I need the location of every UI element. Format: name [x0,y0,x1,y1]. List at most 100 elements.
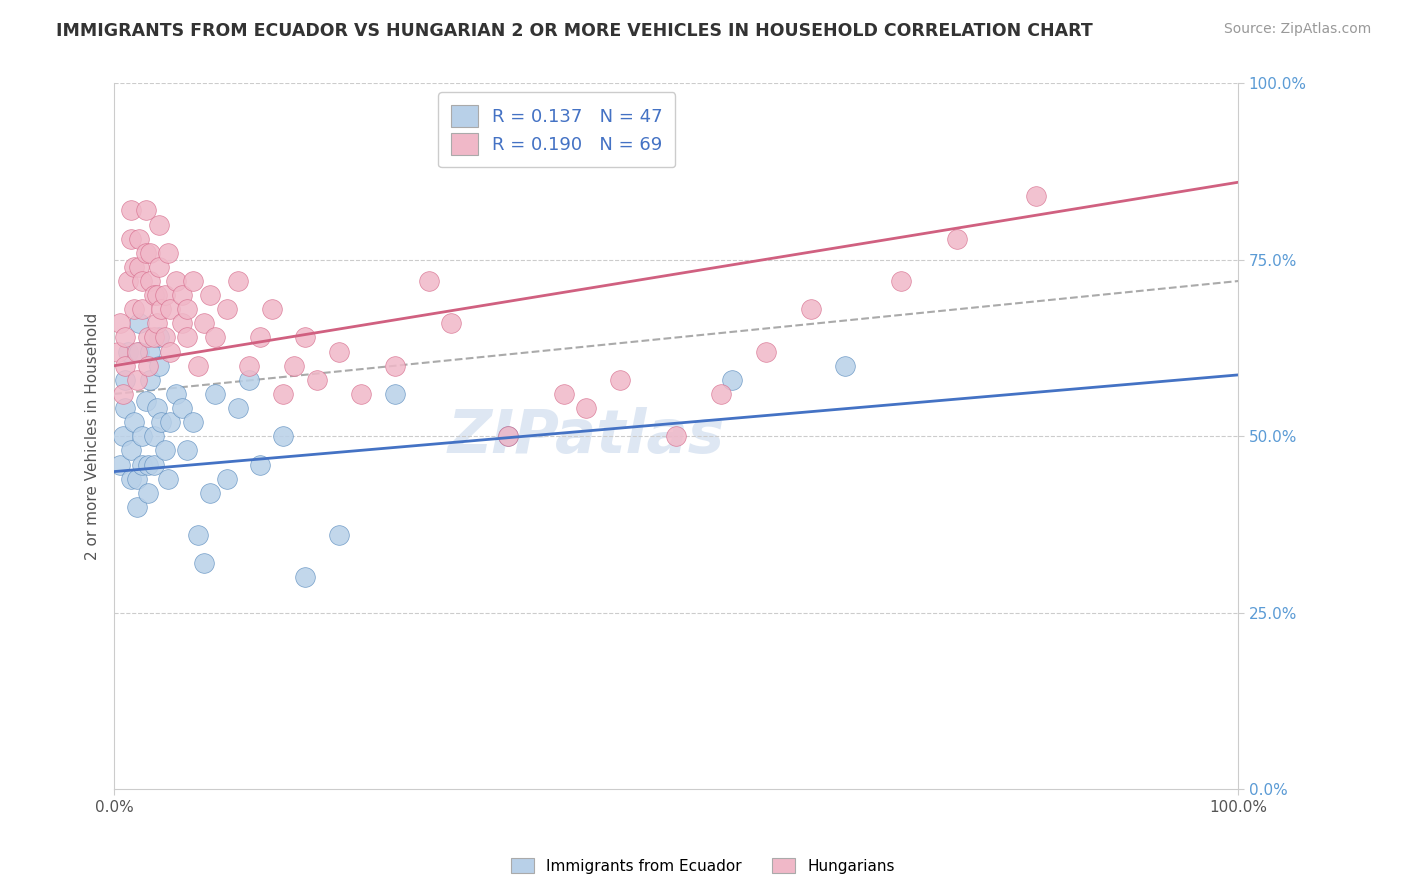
Point [575,401,598,415]
Point [271,387,294,401]
Point [114,330,136,344]
Point [131,458,153,472]
Point [418,274,440,288]
Text: Source: ZipAtlas.com: Source: ZipAtlas.com [1223,22,1371,37]
Point [170,317,193,331]
Point [710,387,733,401]
Text: IMMIGRANTS FROM ECUADOR VS HUNGARIAN 2 OR MORE VEHICLES IN HOUSEHOLD CORRELATION: IMMIGRANTS FROM ECUADOR VS HUNGARIAN 2 O… [56,22,1092,40]
Point [114,401,136,415]
Point [114,373,136,387]
Point [128,232,150,246]
Point [159,344,181,359]
Point [153,330,176,344]
Point [135,394,157,409]
Point [120,472,142,486]
Point [294,330,316,344]
Point [124,302,146,317]
Text: ZIPatlas: ZIPatlas [447,407,725,466]
Point [117,274,139,288]
Point [305,373,328,387]
Point [148,330,170,344]
Point [834,359,856,373]
Point [142,458,165,472]
Point [148,260,170,274]
Point [271,429,294,443]
Point [226,401,249,415]
Point [755,344,778,359]
Point [890,274,912,288]
Point [136,458,159,472]
Point [193,557,215,571]
Point [176,302,198,317]
Point [204,330,226,344]
Point [136,485,159,500]
Point [249,458,271,472]
Point [120,443,142,458]
Point [496,429,519,443]
Point [665,429,688,443]
Point [384,387,406,401]
Point [294,570,316,584]
Point [159,415,181,429]
Point [131,429,153,443]
Point [139,373,162,387]
Point [176,443,198,458]
Point [328,344,350,359]
Point [249,330,271,344]
Point [142,429,165,443]
Legend: R = 0.137   N = 47, R = 0.190   N = 69: R = 0.137 N = 47, R = 0.190 N = 69 [437,93,675,167]
Point [136,359,159,373]
Point [226,274,249,288]
Point [128,260,150,274]
Point [131,274,153,288]
Point [496,429,519,443]
Point [125,344,148,359]
Point [120,203,142,218]
Point [153,443,176,458]
Point [193,317,215,331]
Point [136,330,159,344]
Point [135,245,157,260]
Point [146,288,169,302]
Point [187,528,209,542]
Point [238,359,260,373]
Point [170,288,193,302]
Point [176,330,198,344]
Point [148,218,170,232]
Point [204,387,226,401]
Point [384,359,406,373]
Point [120,232,142,246]
Point [124,260,146,274]
Point [198,288,221,302]
Point [159,302,181,317]
Point [215,302,238,317]
Point [146,317,169,331]
Point [112,429,135,443]
Point [125,472,148,486]
Point [157,472,180,486]
Point [131,302,153,317]
Point [117,344,139,359]
Point [128,317,150,331]
Point [170,401,193,415]
Point [108,458,131,472]
Point [108,317,131,331]
Point [440,317,463,331]
Point [112,387,135,401]
Point [946,232,969,246]
Point [135,203,157,218]
Point [146,401,169,415]
Point [165,274,187,288]
Point [139,274,162,288]
Point [142,330,165,344]
Point [187,359,209,373]
Point [139,344,162,359]
Point [181,415,204,429]
Point [553,387,575,401]
Point [150,415,173,429]
Y-axis label: 2 or more Vehicles in Household: 2 or more Vehicles in Household [86,313,100,560]
Point [153,288,176,302]
Point [107,344,129,359]
Point [124,415,146,429]
Point [609,373,631,387]
